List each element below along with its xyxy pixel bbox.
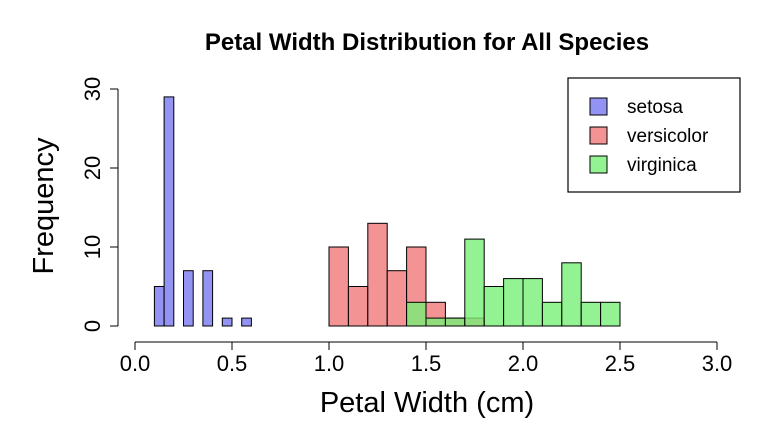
bar-virginica xyxy=(406,301,427,327)
bar-virginica xyxy=(483,286,505,327)
bar-setosa xyxy=(221,317,233,327)
x-tick-label: 2.5 xyxy=(605,351,636,376)
y-axis-label: Frequency xyxy=(28,137,60,275)
bar-virginica xyxy=(600,301,621,327)
x-tick-label: 1.5 xyxy=(411,351,442,376)
bar-setosa xyxy=(153,286,165,327)
chart-title: Petal Width Distribution for All Species xyxy=(205,29,649,56)
y-tick-label: 10 xyxy=(80,235,105,259)
y-tick-label: 20 xyxy=(80,156,105,180)
y-tick-label: 0 xyxy=(80,320,105,332)
bar-versicolor xyxy=(386,270,408,327)
legend-swatch-versicolor xyxy=(589,126,608,145)
legend-label-virginica: virginica xyxy=(627,155,697,176)
bar-setosa xyxy=(163,96,175,327)
y-axis: 0 10 20 30 xyxy=(80,77,119,332)
x-tick-label: 0.0 xyxy=(120,351,151,376)
bar-setosa xyxy=(241,317,252,327)
series-setosa xyxy=(153,96,252,327)
x-axis: 0.0 0.5 1.0 1.5 2.0 2.5 3.0 xyxy=(120,341,733,376)
bar-versicolor xyxy=(367,222,388,327)
x-axis-label: Petal Width (cm) xyxy=(320,387,534,419)
x-tick-label: 2.0 xyxy=(508,351,539,376)
legend-swatch-setosa xyxy=(589,97,608,116)
y-tick-label: 30 xyxy=(80,77,105,101)
bar-virginica xyxy=(444,317,466,327)
bar-virginica xyxy=(580,301,602,327)
bar-versicolor xyxy=(328,246,349,327)
bar-virginica xyxy=(425,317,446,327)
x-tick-label: 1.0 xyxy=(314,351,345,376)
legend-label-setosa: setosa xyxy=(627,97,683,118)
x-tick-label: 3.0 xyxy=(702,351,733,376)
legend-label-versicolor: versicolor xyxy=(627,126,709,147)
bar-virginica xyxy=(541,301,563,327)
bar-virginica xyxy=(522,278,543,327)
bar-virginica xyxy=(464,238,485,327)
bars-layer xyxy=(153,96,621,327)
bar-virginica xyxy=(561,262,582,327)
bar-setosa xyxy=(202,270,214,327)
x-tick-label: 0.5 xyxy=(217,351,248,376)
bar-virginica xyxy=(503,278,524,327)
bar-setosa xyxy=(183,270,194,327)
bar-versicolor xyxy=(347,286,369,327)
series-virginica xyxy=(406,238,621,327)
legend-swatch-virginica xyxy=(589,155,608,174)
legend: setosa versicolor virginica xyxy=(567,77,741,193)
